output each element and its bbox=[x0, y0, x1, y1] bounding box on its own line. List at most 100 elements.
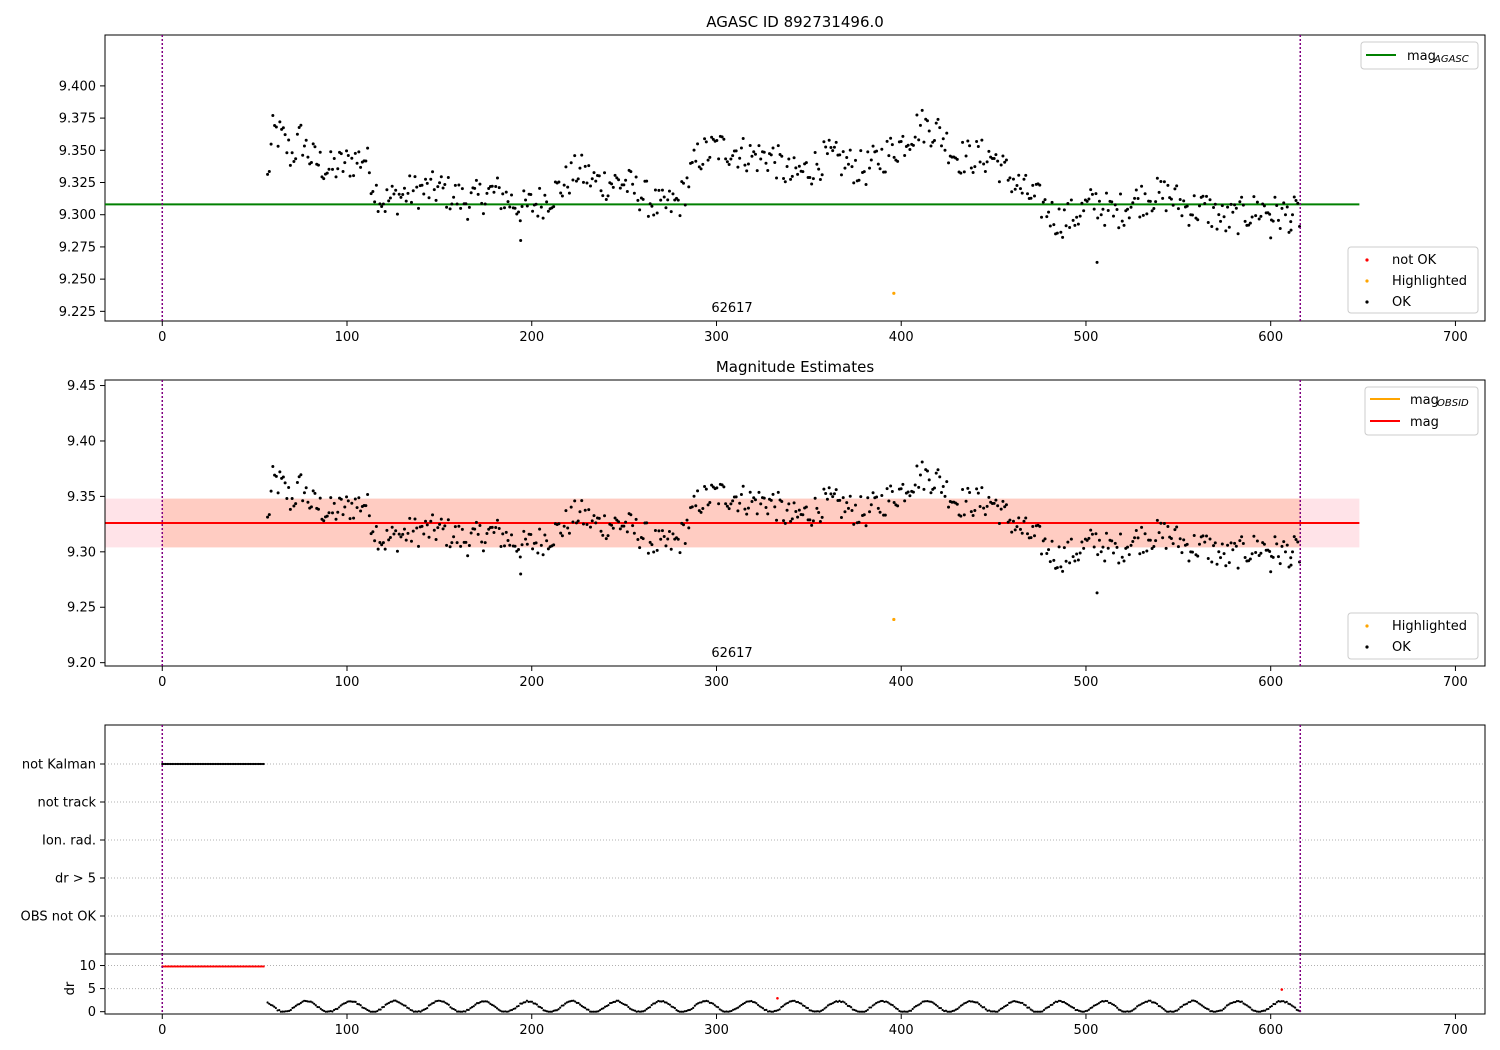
dr-ok-point bbox=[1247, 1005, 1250, 1008]
ok-point bbox=[459, 544, 463, 548]
dr-ok-point bbox=[672, 1006, 675, 1009]
ok-point bbox=[1162, 521, 1166, 525]
ok-point bbox=[827, 138, 831, 142]
ok-point bbox=[1273, 195, 1277, 199]
dr-ok-point bbox=[652, 1002, 655, 1005]
ok-point bbox=[355, 161, 359, 165]
legend-mag-obsid-label: mag bbox=[1410, 393, 1439, 408]
ok-point bbox=[611, 185, 615, 189]
dr-ok-point bbox=[1076, 1008, 1079, 1012]
dr-ok-point bbox=[524, 1001, 527, 1004]
dr-ok-point bbox=[843, 1001, 846, 1004]
ok-point bbox=[968, 144, 972, 148]
dr-ok-point bbox=[514, 1007, 517, 1010]
dr-ok-point bbox=[1017, 1001, 1021, 1004]
ok-point bbox=[1275, 204, 1279, 208]
ok-point bbox=[801, 170, 805, 174]
ok-point bbox=[743, 163, 747, 167]
dr-ok-point bbox=[318, 1006, 321, 1009]
ok-point bbox=[390, 525, 394, 529]
dr-ok-point bbox=[916, 1004, 919, 1007]
dr-ok-point bbox=[938, 1006, 941, 1010]
ok-point bbox=[667, 529, 671, 533]
ok-point bbox=[968, 490, 972, 494]
ok-point bbox=[915, 113, 919, 117]
ok-point bbox=[529, 532, 533, 536]
dr-not-ok-point bbox=[206, 965, 209, 968]
dr-ok-point bbox=[525, 999, 529, 1002]
ok-point bbox=[1068, 226, 1072, 230]
ok-point bbox=[383, 210, 387, 214]
ok-point bbox=[1254, 551, 1258, 555]
dr-ok-point bbox=[850, 1006, 853, 1009]
ok-point bbox=[352, 516, 356, 520]
ok-point bbox=[592, 514, 596, 518]
ok-point bbox=[278, 120, 282, 124]
ok-point bbox=[371, 530, 375, 534]
dr-ok-point bbox=[1127, 1010, 1130, 1013]
dr-ok-point bbox=[632, 1009, 635, 1012]
ok-point bbox=[446, 175, 450, 179]
not-kalman-point bbox=[161, 762, 164, 766]
dr-ok-point bbox=[1287, 1002, 1290, 1005]
ok-point bbox=[541, 216, 545, 220]
dr-ok-point bbox=[846, 1004, 849, 1008]
ok-point bbox=[1283, 213, 1287, 217]
dr-ok-point bbox=[337, 1006, 341, 1009]
dr-ok-point bbox=[600, 1007, 603, 1011]
ok-point bbox=[645, 179, 649, 183]
dr-not-ok-point bbox=[196, 965, 199, 968]
ok-point bbox=[539, 543, 543, 547]
ok-point bbox=[1068, 561, 1072, 565]
dr-ok-point bbox=[436, 999, 439, 1003]
dr-ok-point bbox=[1194, 999, 1197, 1003]
dr-not-ok-point bbox=[255, 965, 259, 968]
ok-point bbox=[927, 129, 931, 133]
ok-point bbox=[655, 548, 659, 552]
ok-point bbox=[1271, 219, 1275, 223]
dr-ok-point bbox=[397, 1001, 401, 1004]
ok-point bbox=[748, 490, 752, 494]
dr-ok-point bbox=[918, 1003, 921, 1006]
dr-ok-point bbox=[414, 1010, 417, 1013]
ok-point bbox=[794, 510, 798, 514]
ok-point bbox=[752, 150, 756, 154]
dr-ok-point bbox=[500, 1010, 504, 1013]
ok-point bbox=[1076, 222, 1080, 226]
dr-ok-point bbox=[746, 1000, 750, 1003]
dr-ok-point bbox=[904, 1010, 908, 1013]
dr-ok-point bbox=[1034, 1010, 1037, 1013]
ok-point bbox=[495, 176, 499, 180]
ok-point bbox=[1278, 226, 1282, 230]
not-kalman-point bbox=[194, 762, 197, 766]
ok-point bbox=[438, 181, 442, 185]
ok-point bbox=[438, 522, 442, 526]
not-kalman-point bbox=[255, 762, 259, 766]
ok-point bbox=[762, 496, 766, 500]
ok-point bbox=[1143, 192, 1147, 196]
ok-point bbox=[704, 140, 708, 144]
dr-ok-point bbox=[1116, 1006, 1119, 1009]
dr-ok-point bbox=[931, 1001, 934, 1004]
ok-point bbox=[436, 185, 440, 189]
not-kalman-point bbox=[182, 762, 185, 766]
dr-ok-point bbox=[1041, 1010, 1044, 1013]
dr-ok-point bbox=[700, 1001, 703, 1004]
ok-point bbox=[583, 508, 587, 512]
ok-point bbox=[1161, 196, 1165, 200]
ok-point bbox=[783, 521, 787, 525]
ok-point bbox=[559, 531, 563, 535]
ok-point bbox=[1071, 218, 1075, 222]
dr-ok-point bbox=[480, 1000, 484, 1003]
ok-point bbox=[406, 531, 410, 535]
ok-point bbox=[862, 513, 866, 517]
legend-mag-obsid-sub: OBSID bbox=[1437, 398, 1469, 409]
x-tick-label: 600 bbox=[1258, 1023, 1283, 1038]
ok-point bbox=[866, 496, 870, 500]
dr-ok-point bbox=[879, 999, 883, 1003]
ok-point bbox=[978, 504, 982, 508]
ok-point bbox=[473, 186, 477, 190]
ok-point bbox=[1206, 557, 1210, 561]
ok-point bbox=[1294, 198, 1298, 202]
